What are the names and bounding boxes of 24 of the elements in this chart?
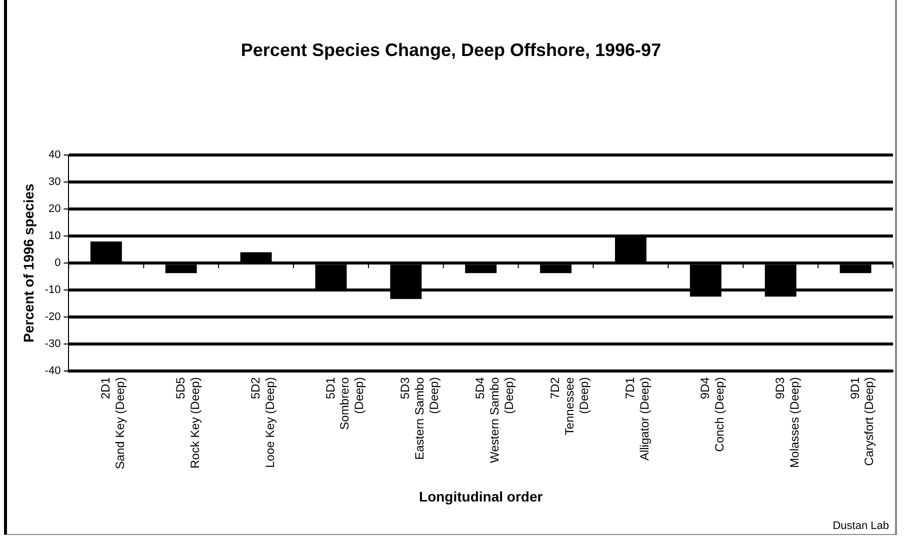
x-tick-label: 5D2 Looe Key (Deep) bbox=[248, 376, 277, 468]
text: Dustan Lab bbox=[832, 520, 889, 532]
y-tick-label: 40 bbox=[48, 149, 61, 162]
x-tick-label: 9D1 Carysfort (Deep) bbox=[848, 376, 876, 466]
x-tick-label: 5D1 Sombrero (Deep) bbox=[323, 376, 366, 430]
x-tick-label: 7D2 Tennessee (Deep) bbox=[548, 376, 591, 436]
x-tick-label: 5D4 Western Sambo (Deep) bbox=[473, 376, 516, 463]
y-tick-label: -20 bbox=[44, 311, 61, 324]
x-tick-label: 2D1 Sand Key (Deep) bbox=[98, 376, 127, 470]
y-tick-label: 0 bbox=[54, 257, 61, 270]
y-axis-title: Percent of 1996 species bbox=[20, 183, 36, 342]
x-tick-label: 7D1 Alligator (Deep) bbox=[623, 376, 652, 461]
y-tick-label: -40 bbox=[44, 365, 61, 378]
x-tick-label: 9D4 Conch (Deep) bbox=[698, 376, 726, 452]
y-tick-label: 20 bbox=[48, 203, 61, 216]
x-tick-label: 5D3 Eastern Sambo (Deep) bbox=[398, 376, 442, 460]
y-tick-label: -10 bbox=[44, 284, 61, 296]
x-tick-label: 9D3 Molasses (Deep) bbox=[772, 376, 802, 468]
y-tick-label: 10 bbox=[48, 230, 61, 242]
y-tick-label: 30 bbox=[48, 176, 61, 188]
chart-title: Percent Species Change, Deep Offshore, 1996-97 bbox=[240, 40, 662, 61]
x-axis-title: Longitudinal order bbox=[419, 488, 544, 504]
y-tick-label: -30 bbox=[44, 338, 61, 350]
x-tick-label: 5D5 Rock Key (Deep) bbox=[173, 376, 202, 469]
